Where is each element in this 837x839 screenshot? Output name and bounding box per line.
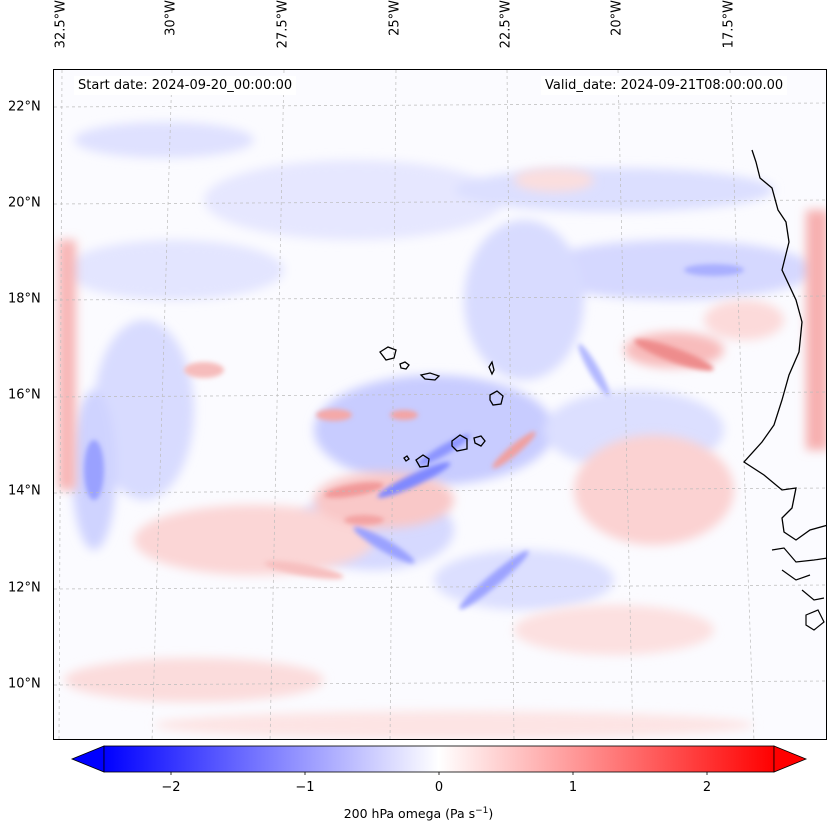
field-streaks [84, 264, 744, 610]
colorbar-tick-1: 1 [568, 780, 578, 795]
lat-label-12n: 12°N [8, 580, 41, 596]
lon-label-20w: 20°W [609, 0, 625, 36]
colorbar-tick-minus1: −1 [295, 780, 315, 795]
lat-label-14n: 14°N [8, 483, 41, 499]
lat-label-16n: 16°N [8, 387, 41, 403]
field-blue-regions [64, 122, 814, 610]
colorbar-tick-marks [170, 772, 708, 775]
lat-label-20n: 20°N [8, 195, 41, 211]
africa-coastline [743, 149, 826, 541]
colorbar-label: 200 hPa omega (Pa s−1) [343, 806, 494, 822]
lon-label-22-5w: 22.5°W [498, 0, 514, 49]
lat-label-10n: 10°N [8, 676, 41, 692]
graticule [54, 70, 826, 739]
island-sao-nicolau [419, 372, 441, 381]
cape-verde-islands [379, 346, 504, 468]
colorbar-tick-0: 0 [434, 780, 444, 795]
omega-field-map [54, 70, 826, 739]
map-frame [53, 69, 827, 740]
colorbar-tick-2: 2 [702, 780, 712, 795]
lon-label-30w: 30°W [163, 0, 179, 36]
island-fogo [415, 454, 430, 468]
lon-label-27-5w: 27.5°W [275, 0, 291, 49]
colorbar-extend-low [70, 745, 105, 773]
guinea-coastline [771, 547, 826, 631]
valid-date-label: Valid_date: 2024-09-21T08:00:00.00 [541, 76, 788, 95]
colorbar-extend-high [773, 745, 808, 773]
lat-label-18n: 18°N [8, 291, 41, 307]
lon-label-17-5w: 17.5°W [721, 0, 737, 49]
lon-label-32-5w: 32.5°W [53, 0, 69, 49]
lon-label-25w: 25°W [387, 0, 403, 36]
island-boa-vista [489, 390, 504, 406]
island-sao-vicente [399, 361, 410, 370]
island-sal [488, 360, 495, 376]
island-maio [473, 435, 486, 447]
island-santo-antao [379, 346, 397, 361]
lat-label-22n: 22°N [8, 99, 41, 115]
island-santiago [451, 434, 468, 452]
colorbar [70, 745, 808, 775]
colorbar-tick-minus2: −2 [161, 780, 181, 795]
colorbar-gradient [103, 745, 775, 773]
island-brava [403, 455, 410, 462]
start-date-label: Start date: 2024-09-20_00:00:00 [74, 76, 297, 95]
field-red-regions [58, 168, 826, 739]
